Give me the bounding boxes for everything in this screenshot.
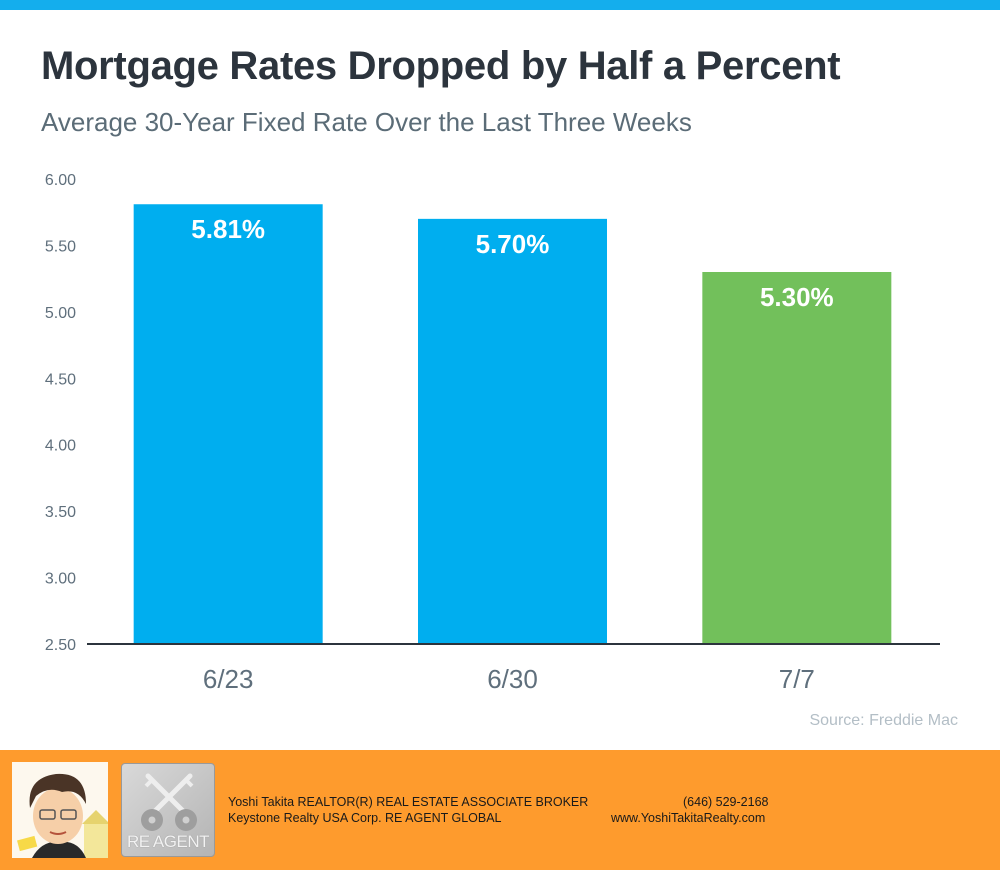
y-tick-label: 2.50 xyxy=(45,637,76,654)
y-tick-label: 3.50 xyxy=(45,504,76,521)
crossed-keys-icon xyxy=(141,773,197,831)
agent-name-line: Yoshi Takita REALTOR(R) REAL ESTATE ASSO… xyxy=(228,795,589,809)
bar-data-label: 5.30% xyxy=(760,282,834,312)
agent-phone[interactable]: (646) 529-2168 xyxy=(683,795,769,809)
chart-subtitle: Average 30-Year Fixed Rate Over the Last… xyxy=(41,107,692,137)
x-tick-label: 7/7 xyxy=(779,664,815,694)
y-axis-ticks: 6.00 5.50 5.00 4.50 4.00 3.50 3.00 2.50 xyxy=(45,172,76,654)
bar-data-label: 5.81% xyxy=(191,214,265,244)
agency-line: Keystone Realty USA Corp. RE AGENT GLOBA… xyxy=(228,811,502,825)
y-tick-label: 4.00 xyxy=(45,438,76,455)
y-tick-label: 5.50 xyxy=(45,238,76,255)
bar-6-30 xyxy=(418,218,607,644)
x-tick-label: 6/23 xyxy=(203,664,254,694)
re-agent-logo: RE AGENT xyxy=(121,763,215,857)
y-tick-label: 3.00 xyxy=(45,571,76,588)
y-tick-label: 5.00 xyxy=(45,305,76,322)
bar-7-7 xyxy=(702,272,892,644)
bar-data-labels: 5.81% 5.70% 5.30% xyxy=(191,214,833,312)
source-note: Source: Freddie Mac xyxy=(809,712,958,729)
agent-footer: RE AGENT Yoshi Takita REALTOR(R) REAL ES… xyxy=(0,750,1000,870)
x-axis-ticks: 6/23 6/30 7/7 xyxy=(203,664,815,694)
top-accent-bar xyxy=(0,0,1000,10)
x-tick-label: 6/30 xyxy=(487,664,538,694)
bars xyxy=(133,204,892,644)
bar-chart: 6.005.505.004.504.003.503.002.50 5.81% 5.… xyxy=(45,172,940,694)
chart-title: Mortgage Rates Dropped by Half a Percent xyxy=(41,44,841,88)
bar-data-label: 5.70% xyxy=(476,229,550,259)
agent-website-link[interactable]: www.YoshiTakitaRealty.com xyxy=(611,811,766,825)
logo-text: RE AGENT xyxy=(127,832,209,851)
y-tick-label: 6.00 xyxy=(45,172,76,189)
bar-6-23 xyxy=(133,204,323,644)
y-tick-label: 4.50 xyxy=(45,371,76,388)
caricature-avatar-icon xyxy=(12,762,108,858)
